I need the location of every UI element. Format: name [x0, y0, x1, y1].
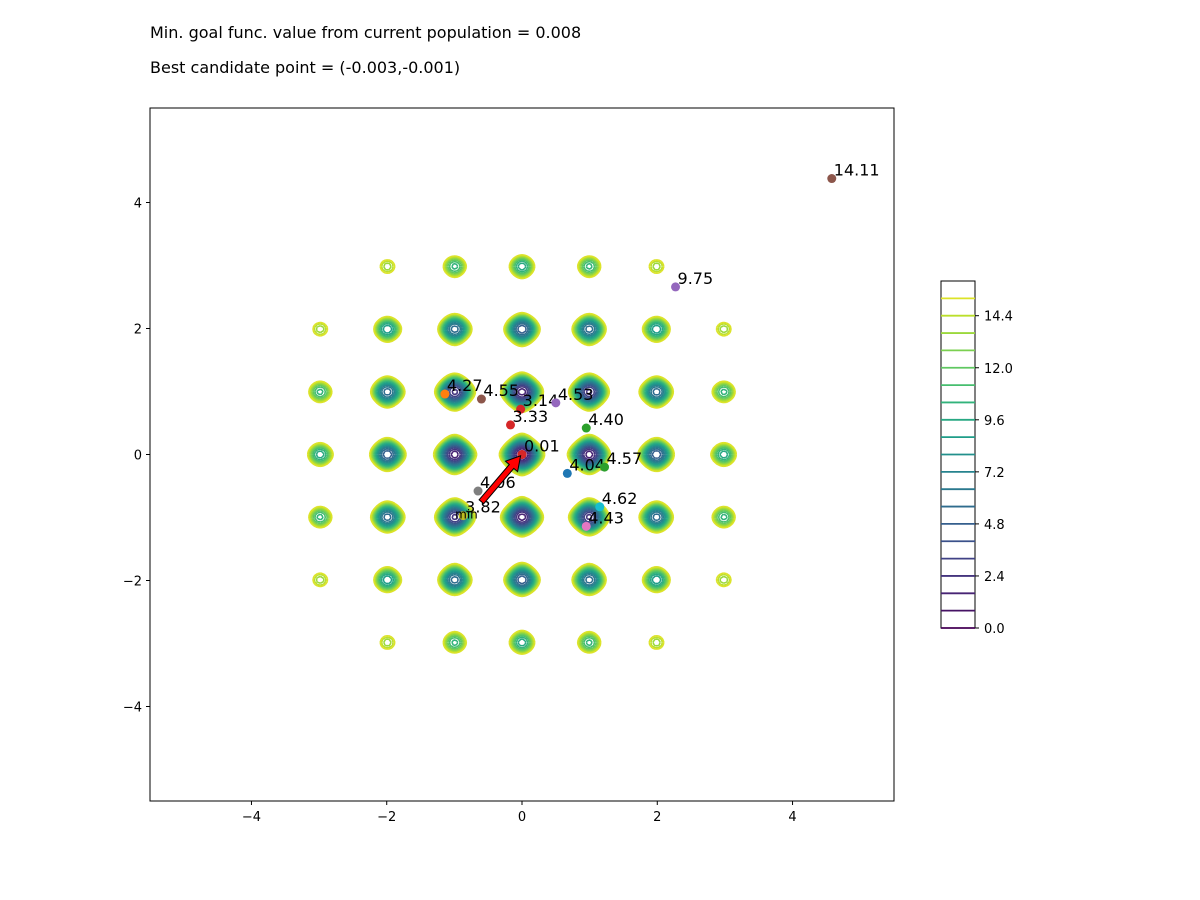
y-tick-label: 4	[134, 197, 142, 212]
x-tick-label: 4	[788, 810, 796, 825]
candidate-point-label: 4.04	[569, 455, 605, 474]
candidate-point-label: 4.43	[588, 508, 624, 527]
colorbar-tick-label: 7.2	[984, 466, 1005, 481]
min-marker-label: min	[455, 508, 478, 522]
candidate-point-label: 4.55	[483, 381, 519, 400]
candidate-point-label: 14.11	[834, 161, 880, 180]
candidate-point-label: 0.01	[524, 437, 560, 456]
colorbar-tick-label: 9.6	[984, 414, 1005, 429]
colorbar-tick-label: 2.4	[984, 570, 1005, 585]
y-tick-label: −4	[123, 701, 142, 716]
y-tick-label: 2	[134, 323, 142, 338]
x-tick-label: −2	[377, 810, 396, 825]
candidate-point-label: 4.27	[447, 376, 483, 395]
candidate-point-label: 4.57	[607, 449, 643, 468]
candidate-point-label: 3.33	[513, 407, 549, 426]
y-tick-label: 0	[134, 449, 142, 464]
colorbar-tick-label: 12.0	[984, 362, 1013, 377]
candidate-point-label: 4.53	[558, 385, 594, 404]
colorbar-tick-label: 0.0	[984, 622, 1005, 637]
colorbar-tick-label: 4.8	[984, 518, 1005, 533]
colorbar: 0.0 2.4 4.8 7.2 9.6 12.0 14.4	[941, 281, 1013, 637]
candidate-point-label: 9.75	[678, 269, 714, 288]
colorbar-tick-label: 14.4	[984, 310, 1013, 325]
x-tick-label: 0	[518, 810, 526, 825]
x-tick-label: −4	[242, 810, 261, 825]
y-tick-label: −2	[123, 575, 142, 590]
x-tick-label: 2	[653, 810, 661, 825]
candidate-point-label: 4.40	[588, 410, 624, 429]
candidate-point-label: 4.62	[602, 489, 638, 508]
